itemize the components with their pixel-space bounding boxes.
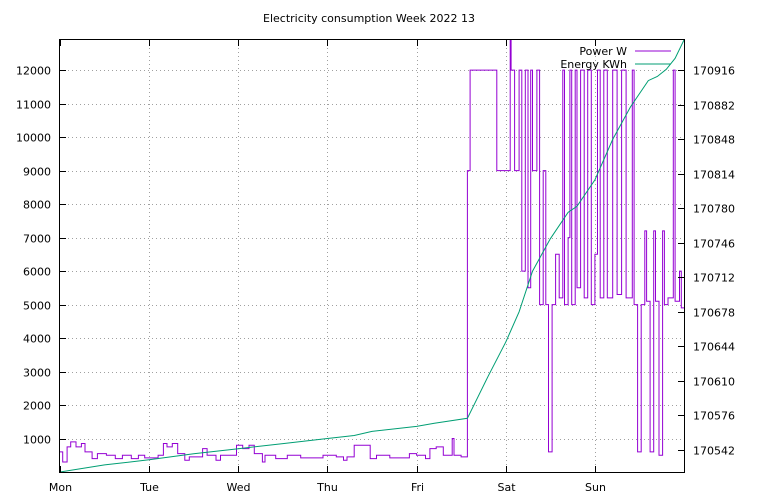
x-tick-label: Fri	[411, 481, 424, 494]
x-tick-label: Wed	[227, 481, 251, 494]
energy-series-line	[60, 40, 684, 472]
x-tick-label: Sun	[585, 481, 606, 494]
y2-tick-label: 170542	[693, 445, 735, 458]
y-tick-label: 4000	[23, 333, 51, 346]
y-tick-label: 10000	[16, 132, 51, 145]
y2-tick-label: 170814	[693, 169, 735, 182]
y2-tick-label: 170712	[693, 272, 735, 285]
power-series-line	[60, 40, 684, 463]
y-tick-label: 5000	[23, 300, 51, 313]
chart-title: Electricity consumption Week 2022 13	[263, 12, 475, 25]
x-tick-label: Mon	[49, 481, 72, 494]
legend-label: Power W	[579, 45, 627, 58]
y-tick-label: 7000	[23, 233, 51, 246]
y-tick-label: 6000	[23, 266, 51, 279]
y2-tick-label: 170746	[693, 238, 735, 251]
y-tick-label: 12000	[16, 65, 51, 78]
y-tick-label: 8000	[23, 199, 51, 212]
y-tick-label: 2000	[23, 400, 51, 413]
x-tick-label: Tue	[139, 481, 159, 494]
y2-tick-label: 170678	[693, 307, 735, 320]
plot-frame	[59, 39, 685, 473]
x-tick-label: Sat	[497, 481, 516, 494]
ticks	[60, 40, 684, 472]
series-layer	[60, 40, 684, 472]
grid	[60, 40, 684, 472]
y2-tick-label: 170610	[693, 376, 735, 389]
y2-tick-label: 170848	[693, 134, 735, 147]
y-tick-label: 9000	[23, 166, 51, 179]
y2-tick-label: 170780	[693, 203, 735, 216]
y-tick-labels: 1000 2000 3000 4000 5000 6000 7000 8000 9000 1000…	[16, 65, 51, 447]
y2-tick-labels: 170542 170576 170610 170644 170678 170712 1707…	[693, 65, 735, 458]
legend-label: Energy KWh	[560, 58, 627, 71]
y2-tick-label: 170644	[693, 341, 735, 354]
x-tick-label: Thu	[316, 481, 338, 494]
y-tick-label: 11000	[16, 99, 51, 112]
x-tick-labels: Mon Tue Wed Thu Fri Sat Sun	[49, 481, 606, 494]
y-tick-label: 1000	[23, 434, 51, 447]
y-tick-label: 3000	[23, 367, 51, 380]
y2-tick-label: 170576	[693, 410, 735, 423]
y2-tick-label: 170916	[693, 65, 735, 78]
y2-tick-label: 170882	[693, 100, 735, 113]
